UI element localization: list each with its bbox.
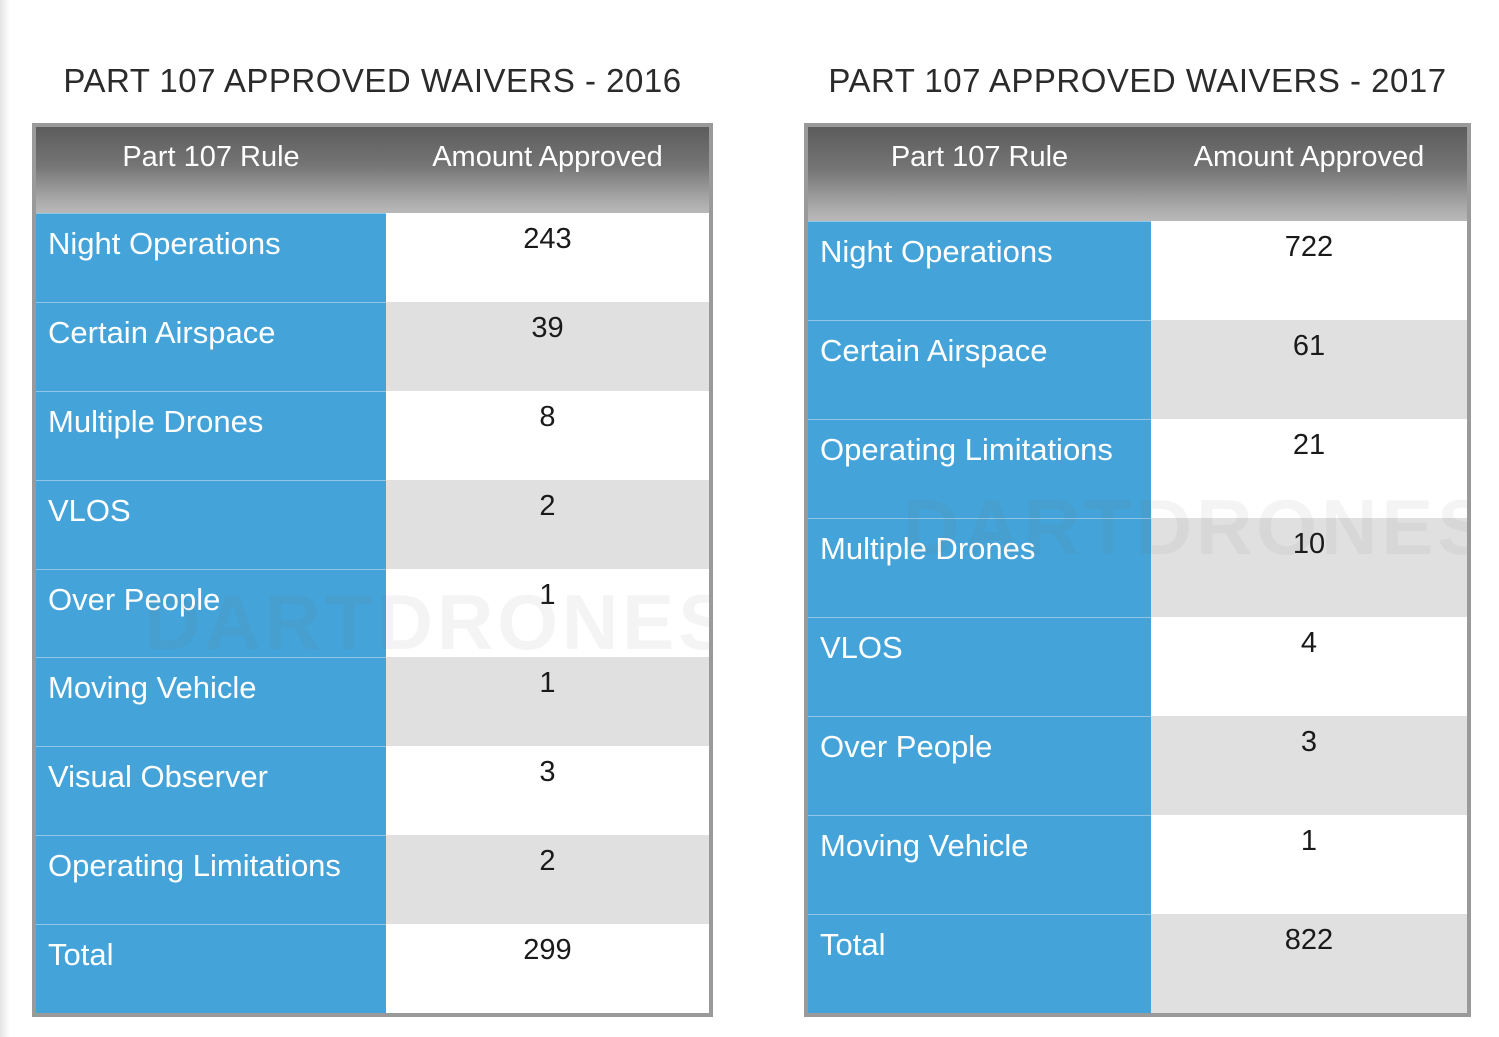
rule-cell: Total	[808, 914, 1151, 1013]
rule-cell: Operating Limitations	[36, 835, 386, 925]
rule-cell: VLOS	[36, 479, 386, 569]
table-row: Certain Airspace 39	[36, 301, 709, 391]
amount-cell: 10	[1151, 518, 1467, 617]
table-row: Operating Limitations 2	[36, 835, 709, 925]
table-header: Part 107 Rule Amount Approved	[808, 127, 1467, 221]
table-row: Certain Airspace 61	[808, 320, 1467, 419]
amount-cell: 2	[386, 835, 709, 925]
amount-cell: 3	[1151, 716, 1467, 815]
rule-cell: Certain Airspace	[36, 301, 386, 391]
rule-cell: VLOS	[808, 617, 1151, 716]
rule-cell: Multiple Drones	[808, 518, 1151, 617]
amount-cell: 822	[1151, 914, 1467, 1013]
column-header-amount: Amount Approved	[1193, 141, 1425, 173]
table-row: Night Operations 243	[36, 213, 709, 302]
table-title: PART 107 APPROVED WAIVERS - 2017	[828, 62, 1447, 99]
column-header-amount: Amount Approved	[432, 141, 663, 173]
rule-cell: Over People	[36, 568, 386, 658]
table-panel-2017: PART 107 APPROVED WAIVERS - 2017 Part 10…	[804, 0, 1471, 1037]
waiver-table-2016: Part 107 Rule Amount Approved Night Oper…	[32, 123, 713, 1017]
table-panel-2016: PART 107 APPROVED WAIVERS - 2016 Part 10…	[32, 0, 713, 1037]
amount-cell: 299	[386, 924, 709, 1013]
rule-cell: Operating Limitations	[808, 419, 1151, 518]
table-row: VLOS 2	[36, 479, 709, 569]
amount-cell: 8	[386, 390, 709, 480]
table-row: Visual Observer 3	[36, 746, 709, 836]
table-title: PART 107 APPROVED WAIVERS - 2016	[63, 62, 682, 99]
rule-cell: Multiple Drones	[36, 390, 386, 480]
table-row: Moving Vehicle 1	[36, 657, 709, 747]
page-edge-shadow	[0, 0, 10, 1037]
amount-cell: 1	[1151, 815, 1467, 914]
rule-cell: Total	[36, 924, 386, 1013]
waiver-table-2017: Part 107 Rule Amount Approved Night Oper…	[804, 123, 1471, 1017]
table-row: Multiple Drones 8	[36, 390, 709, 480]
rule-cell: Visual Observer	[36, 746, 386, 836]
table-row: Night Operations 722	[808, 221, 1467, 320]
amount-cell: 722	[1151, 221, 1467, 320]
amount-cell: 21	[1151, 419, 1467, 518]
table-row: Moving Vehicle 1	[808, 815, 1467, 914]
amount-cell: 1	[386, 568, 709, 658]
rule-cell: Night Operations	[36, 213, 386, 302]
column-header-rule: Part 107 Rule	[890, 141, 1069, 173]
rule-cell: Moving Vehicle	[808, 815, 1151, 914]
table-row: Over People 1	[36, 568, 709, 658]
table-row: Over People 3	[808, 716, 1467, 815]
table-row: Multiple Drones 10	[808, 518, 1467, 617]
amount-cell: 3	[386, 746, 709, 836]
table-header: Part 107 Rule Amount Approved	[36, 127, 709, 213]
amount-cell: 2	[386, 479, 709, 569]
table-row: Total 299	[36, 924, 709, 1013]
amount-cell: 1	[386, 657, 709, 747]
amount-cell: 243	[386, 213, 709, 302]
rule-cell: Certain Airspace	[808, 320, 1151, 419]
table-row: Operating Limitations 21	[808, 419, 1467, 518]
column-header-rule: Part 107 Rule	[122, 141, 300, 173]
rule-cell: Moving Vehicle	[36, 657, 386, 747]
rule-cell: Night Operations	[808, 221, 1151, 320]
rule-cell: Over People	[808, 716, 1151, 815]
amount-cell: 4	[1151, 617, 1467, 716]
table-row: Total 822	[808, 914, 1467, 1013]
amount-cell: 61	[1151, 320, 1467, 419]
amount-cell: 39	[386, 301, 709, 391]
table-row: VLOS 4	[808, 617, 1467, 716]
